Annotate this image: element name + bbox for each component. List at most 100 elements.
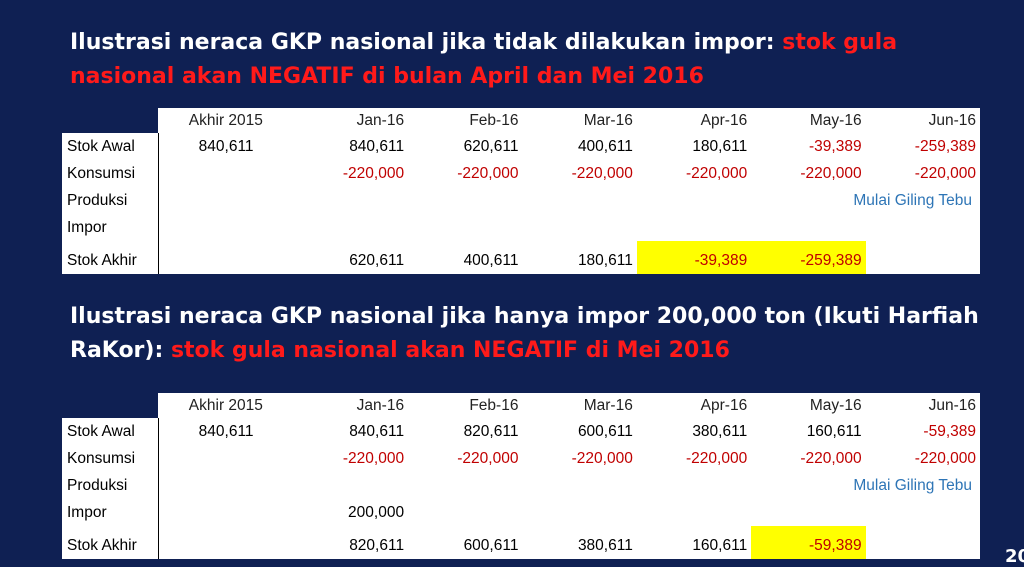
table-header-row: Akhir 2015 Jan-16 Feb-16 Mar-16 Apr-16 M… — [62, 393, 980, 418]
note-mulai-giling: Mulai Giling Tebu — [751, 472, 980, 499]
cell: -220,000 — [293, 160, 409, 187]
balance-table-no-import: Akhir 2015 Jan-16 Feb-16 Mar-16 Apr-16 M… — [62, 108, 980, 274]
cell: 820,611 — [293, 526, 409, 559]
table-row-stok-awal: Stok Awal 840,611 840,611 820,611 600,61… — [62, 418, 980, 445]
heading-1-warning: stok gula nasional akan NEGATIF di bulan… — [70, 30, 898, 89]
cell — [636, 499, 752, 526]
cell — [293, 214, 409, 241]
cell — [158, 499, 294, 526]
cell: -220,000 — [751, 160, 866, 187]
table-row-konsumsi: Konsumsi -220,000 -220,000 -220,000 -220… — [62, 445, 980, 472]
cell: 380,611 — [522, 526, 637, 559]
cell: -220,000 — [865, 445, 980, 472]
col-header: Apr-16 — [636, 393, 752, 418]
row-label: Stok Awal — [62, 133, 159, 160]
header-blank — [62, 108, 158, 133]
cell: -59,389 — [865, 418, 980, 445]
cell — [636, 214, 752, 241]
cell — [865, 499, 980, 526]
cell: 380,611 — [636, 418, 752, 445]
row-label: Impor — [62, 214, 159, 241]
cell: 840,611 — [158, 418, 294, 445]
cell: -220,000 — [865, 160, 980, 187]
cell — [522, 472, 637, 499]
cell: 180,611 — [522, 241, 637, 274]
heading-2-warning: stok gula nasional akan NEGATIF di Mei 2… — [170, 338, 730, 363]
heading-scenario-no-import: Ilustrasi neraca GKP nasional jika tidak… — [70, 26, 990, 94]
row-label: Stok Akhir — [62, 526, 159, 559]
cell: 160,611 — [751, 418, 866, 445]
cell — [636, 187, 752, 214]
cell — [522, 187, 637, 214]
cell — [865, 526, 980, 559]
cell — [158, 445, 294, 472]
col-header: Akhir 2015 — [158, 108, 294, 133]
cell — [158, 526, 294, 559]
col-header: May-16 — [751, 108, 866, 133]
note-mulai-giling: Mulai Giling Tebu — [751, 187, 980, 214]
col-header: Jun-16 — [865, 393, 980, 418]
row-label: Stok Awal — [62, 418, 159, 445]
cell — [522, 499, 637, 526]
cell — [158, 241, 294, 274]
header-blank — [62, 393, 158, 418]
cell: 620,611 — [293, 241, 409, 274]
balance-table-import-200k: Akhir 2015 Jan-16 Feb-16 Mar-16 Apr-16 M… — [62, 393, 980, 559]
cell: -220,000 — [522, 160, 637, 187]
col-header: Jun-16 — [865, 108, 980, 133]
cell: 840,611 — [293, 133, 409, 160]
table-row-produksi: Produksi Mulai Giling Tebu — [62, 472, 980, 499]
cell-highlighted: -59,389 — [751, 526, 866, 559]
col-header: Jan-16 — [293, 108, 409, 133]
cell: -220,000 — [293, 445, 409, 472]
cell: 600,611 — [408, 526, 523, 559]
cell: 620,611 — [408, 133, 523, 160]
table-row-konsumsi: Konsumsi -220,000 -220,000 -220,000 -220… — [62, 160, 980, 187]
cell — [408, 499, 523, 526]
cell: 840,611 — [293, 418, 409, 445]
page-number: 20 — [1004, 546, 1024, 567]
cell — [158, 187, 294, 214]
col-header: Mar-16 — [522, 393, 637, 418]
heading-2-main: Ilustrasi neraca GKP nasional jika hanya… — [70, 304, 979, 363]
table-row-stok-awal: Stok Awal 840,611 840,611 620,611 400,61… — [62, 133, 980, 160]
col-header: Jan-16 — [293, 393, 409, 418]
table-row-produksi: Produksi Mulai Giling Tebu — [62, 187, 980, 214]
table-row-impor: Impor — [62, 214, 980, 241]
cell: 400,611 — [408, 241, 523, 274]
cell: 160,611 — [636, 526, 752, 559]
cell: -220,000 — [408, 160, 523, 187]
heading-1-main: Ilustrasi neraca GKP nasional jika tidak… — [70, 30, 783, 55]
cell-highlighted: -259,389 — [751, 241, 866, 274]
table-row-stok-akhir: Stok Akhir 820,611 600,611 380,611 160,6… — [62, 526, 980, 559]
row-label: Konsumsi — [62, 160, 159, 187]
cell: -220,000 — [751, 445, 866, 472]
cell: -259,389 — [865, 133, 980, 160]
cell — [158, 214, 294, 241]
col-header: Mar-16 — [522, 108, 637, 133]
row-label: Stok Akhir — [62, 241, 159, 274]
cell — [865, 214, 980, 241]
cell — [522, 214, 637, 241]
heading-scenario-import-200k: Ilustrasi neraca GKP nasional jika hanya… — [70, 300, 990, 368]
col-header: Apr-16 — [636, 108, 752, 133]
col-header: May-16 — [751, 393, 866, 418]
cell: 600,611 — [522, 418, 637, 445]
cell-highlighted: -39,389 — [636, 241, 752, 274]
cell — [293, 187, 409, 214]
cell: 400,611 — [522, 133, 637, 160]
cell — [408, 214, 523, 241]
table-row-stok-akhir: Stok Akhir 620,611 400,611 180,611 -39,3… — [62, 241, 980, 274]
cell: 180,611 — [636, 133, 752, 160]
row-label: Konsumsi — [62, 445, 159, 472]
col-header: Akhir 2015 — [158, 393, 294, 418]
cell — [636, 472, 752, 499]
cell — [408, 472, 523, 499]
cell — [751, 499, 866, 526]
row-label: Produksi — [62, 472, 159, 499]
cell: 840,611 — [158, 133, 294, 160]
cell — [751, 214, 866, 241]
cell: -220,000 — [636, 160, 752, 187]
cell: 200,000 — [293, 499, 409, 526]
cell — [408, 187, 523, 214]
